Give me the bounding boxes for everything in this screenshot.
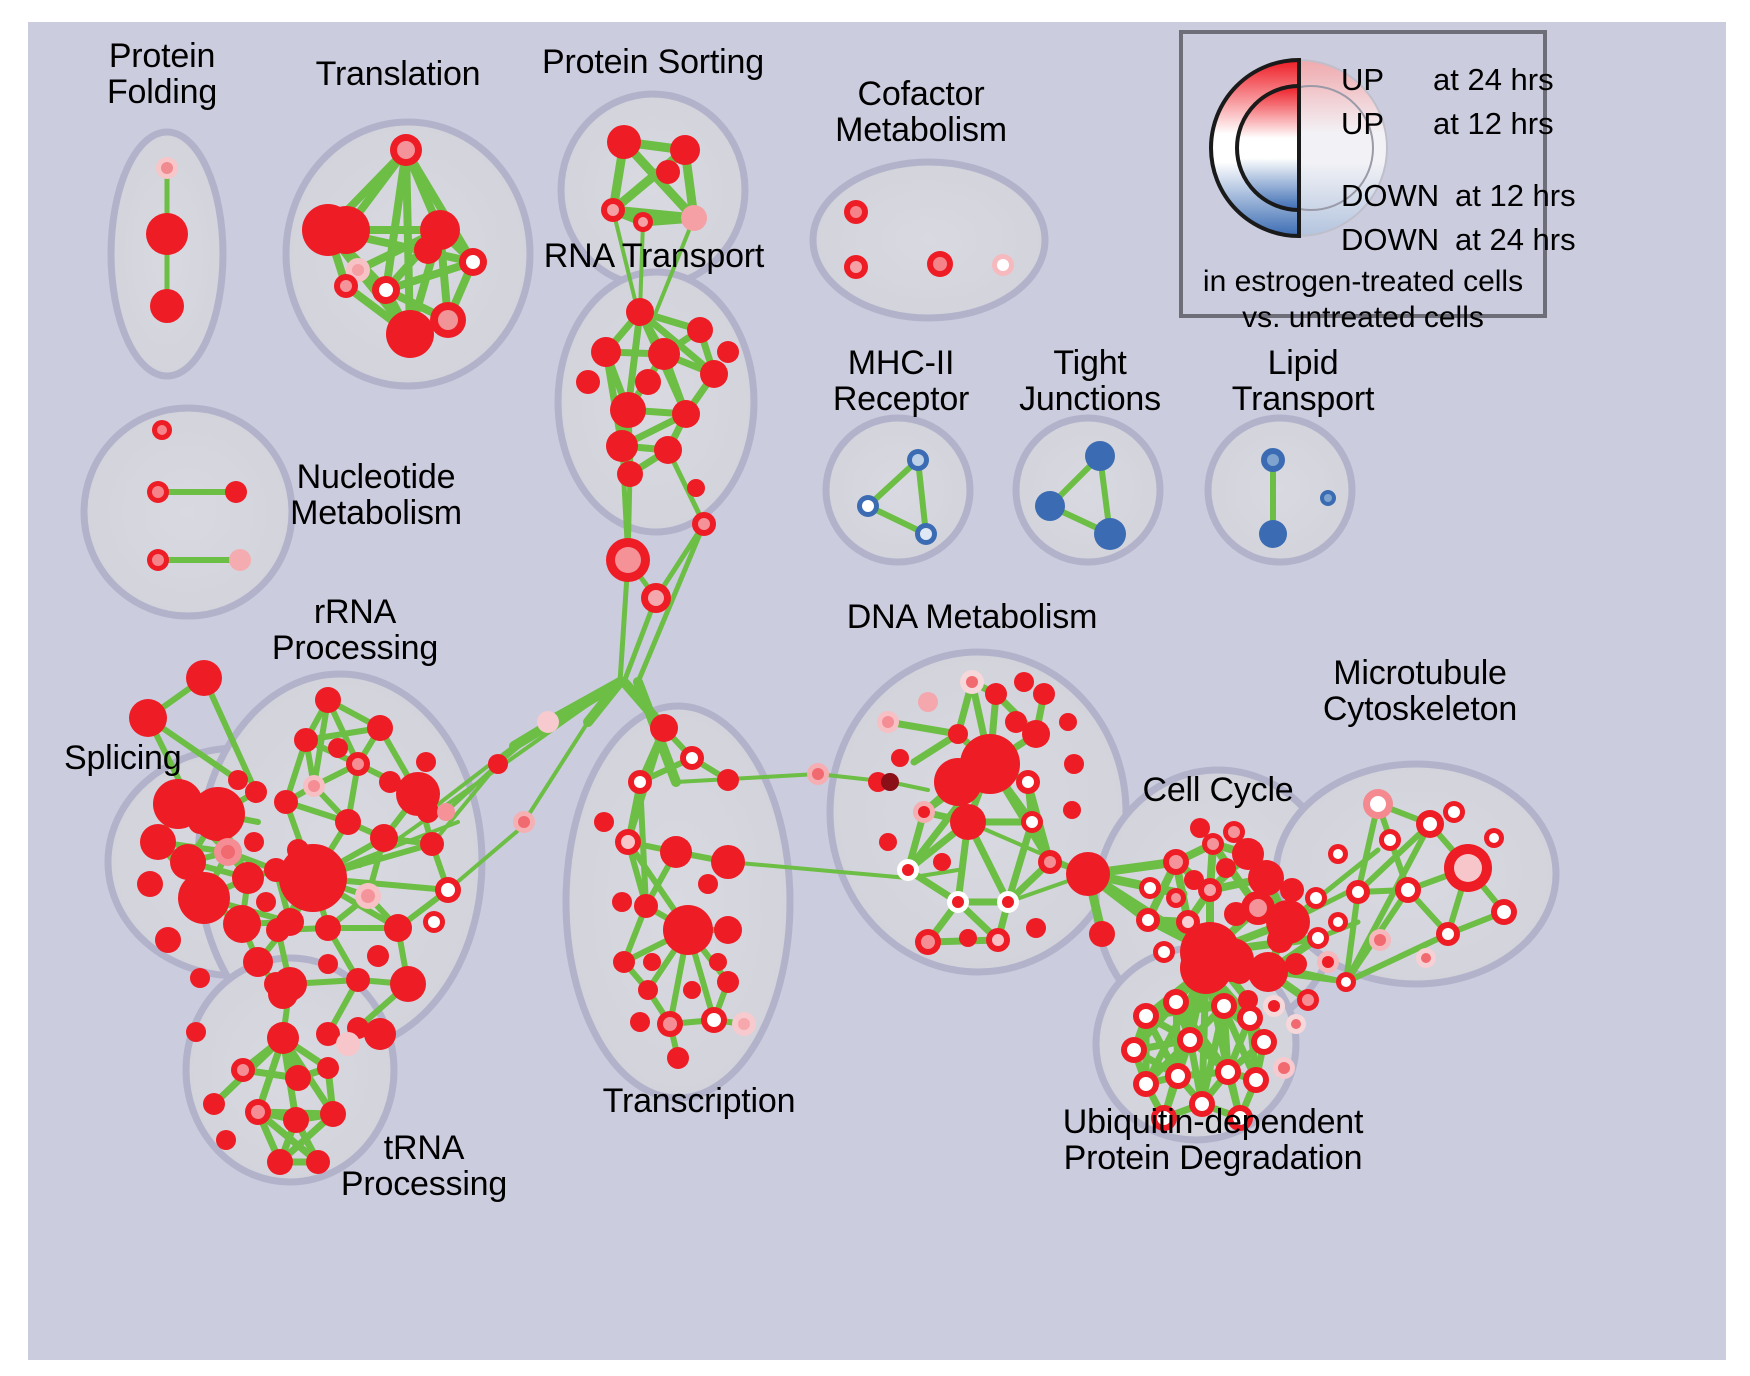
legend-state-down-24: DOWN — [1341, 222, 1440, 257]
cluster-label-transcription: Transcription — [602, 1082, 796, 1120]
cluster-label-ubiquitin: Ubiquitin-dependent Protein Degradation — [1062, 1103, 1364, 1178]
legend-time-up-24: at 24 hrs — [1433, 62, 1554, 97]
cluster-label-cofactor: Cofactor Metabolism — [835, 75, 1007, 150]
cluster-label-translation: Translation — [315, 55, 481, 93]
cluster-label-nucleotide: Nucleotide Metabolism — [290, 458, 462, 533]
cluster-label-rna-transport: RNA Transport — [543, 237, 765, 275]
legend-panel: UP at 24 hrs UP at 12 hrs DOWN at 12 hrs… — [1179, 30, 1576, 334]
cluster-label-lipid-transport: Lipid Transport — [1231, 344, 1375, 419]
cluster-label-protein-folding: Protein Folding — [106, 37, 218, 112]
legend-state-up-24: UP — [1341, 62, 1385, 97]
cluster-label-dna-metabolism: DNA Metabolism — [846, 598, 1098, 636]
cluster-label-cell-cycle: Cell Cycle — [1142, 771, 1294, 809]
cluster-label-mhc-ii: MHC-II Receptor — [832, 344, 970, 419]
legend-state-down-12: DOWN — [1341, 178, 1440, 213]
network-background: Protein Folding Translation Protein Sort… — [28, 22, 1726, 1360]
cluster-label-protein-sorting: Protein Sorting — [542, 43, 764, 81]
legend-time-up-12: at 12 hrs — [1433, 106, 1554, 141]
legend-state-up-12: UP — [1341, 106, 1385, 141]
legend-node-diagram — [1209, 57, 1388, 239]
cluster-label-trna-processing: tRNA Processing — [340, 1129, 508, 1204]
legend-time-down-12: at 12 hrs — [1455, 178, 1576, 213]
legend-caption-line2: vs. untreated cells — [1242, 301, 1484, 334]
cluster-label-rrna-processing: rRNA Processing — [271, 593, 439, 668]
legend-caption-line1: in estrogen-treated cells — [1202, 265, 1524, 298]
network-graph — [80, 90, 1560, 1186]
cluster-label-tight-junctions: Tight Junctions — [1019, 344, 1161, 419]
cluster-label-microtubule: Microtubule Cytoskeleton — [1322, 654, 1518, 729]
legend-time-down-24: at 24 hrs — [1455, 222, 1576, 257]
cluster-label-splicing: Splicing — [64, 739, 182, 777]
